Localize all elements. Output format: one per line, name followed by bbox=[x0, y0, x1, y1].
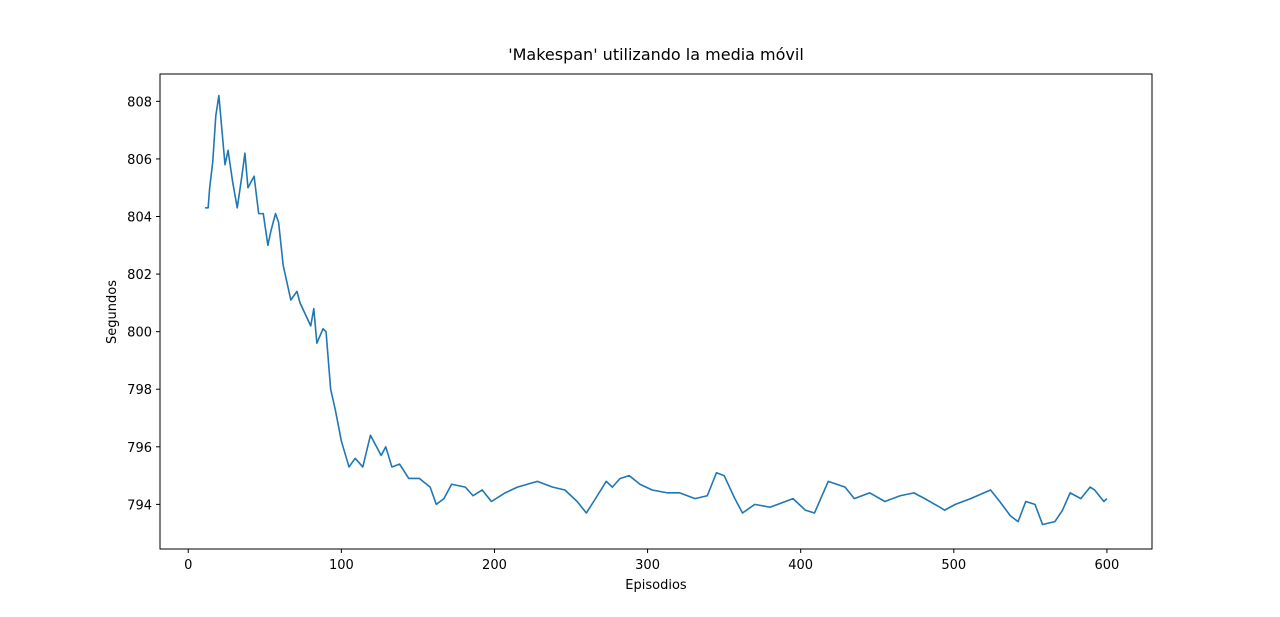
y-tick-label: 804 bbox=[127, 211, 152, 226]
x-tick-label: 500 bbox=[941, 558, 966, 573]
axes-frame bbox=[159, 73, 1153, 550]
x-tick-label: 400 bbox=[788, 558, 813, 573]
x-tick-label: 200 bbox=[482, 558, 507, 573]
x-tick-label: 100 bbox=[329, 558, 354, 573]
y-tick-label: 808 bbox=[127, 95, 152, 110]
y-tick-label: 794 bbox=[127, 498, 152, 513]
data-line bbox=[205, 94, 1108, 526]
y-tick-label: 802 bbox=[127, 268, 152, 283]
plot-area bbox=[205, 94, 1108, 526]
y-tick-label: 800 bbox=[127, 326, 152, 341]
y-tick-label: 798 bbox=[127, 383, 152, 398]
y-tick-label: 796 bbox=[127, 441, 152, 456]
y-axis-label: Segundos bbox=[105, 280, 120, 344]
y-tick-label: 806 bbox=[127, 153, 152, 168]
x-tick-label: 300 bbox=[635, 558, 660, 573]
chart-title: 'Makespan' utilizando la media móvil bbox=[508, 45, 804, 64]
x-tick-label: 0 bbox=[184, 558, 192, 573]
x-axis-label: Episodios bbox=[625, 578, 687, 593]
x-tick-label: 600 bbox=[1094, 558, 1119, 573]
